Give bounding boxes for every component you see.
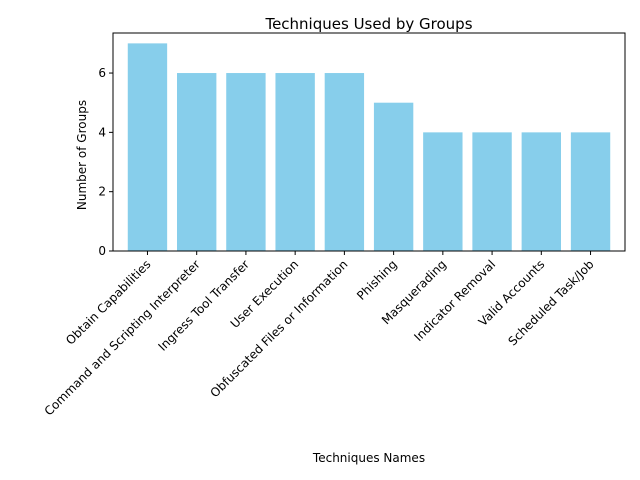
y-axis-label: Number of Groups bbox=[75, 100, 89, 210]
bar-2 bbox=[177, 73, 217, 251]
x-tick-label: Scheduled Task/Job bbox=[505, 257, 596, 348]
chart-title: Techniques Used by Groups bbox=[264, 15, 472, 33]
bars-group bbox=[127, 43, 611, 251]
x-axis-label: Techniques Names bbox=[312, 451, 425, 465]
y-tick-label: 2 bbox=[98, 185, 106, 199]
x-tick-label: Indicator Removal bbox=[411, 257, 498, 344]
y-tick-label: 0 bbox=[98, 244, 106, 258]
x-tick-label: Phishing bbox=[354, 257, 400, 303]
plot-frame bbox=[112, 32, 626, 252]
y-tick-label: 4 bbox=[98, 125, 106, 139]
bar-7 bbox=[423, 132, 463, 251]
bar-4 bbox=[275, 73, 315, 251]
bar-9 bbox=[521, 132, 561, 251]
bar-1 bbox=[127, 43, 168, 251]
bar-10 bbox=[570, 132, 611, 251]
bar-8 bbox=[472, 132, 512, 251]
y-tick-label: 6 bbox=[98, 66, 106, 80]
bar-6 bbox=[373, 102, 414, 251]
axes-group bbox=[112, 32, 626, 252]
x-tick-label: Obtain Capabilities bbox=[63, 257, 153, 347]
bar-3 bbox=[226, 73, 266, 251]
bar-5 bbox=[324, 73, 365, 251]
x-tick-label: Ingress Tool Transfer bbox=[156, 257, 253, 354]
